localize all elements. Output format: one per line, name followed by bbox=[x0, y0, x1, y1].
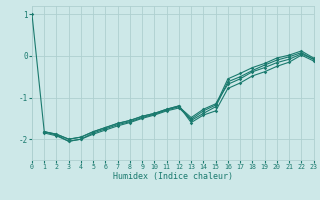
X-axis label: Humidex (Indice chaleur): Humidex (Indice chaleur) bbox=[113, 172, 233, 181]
